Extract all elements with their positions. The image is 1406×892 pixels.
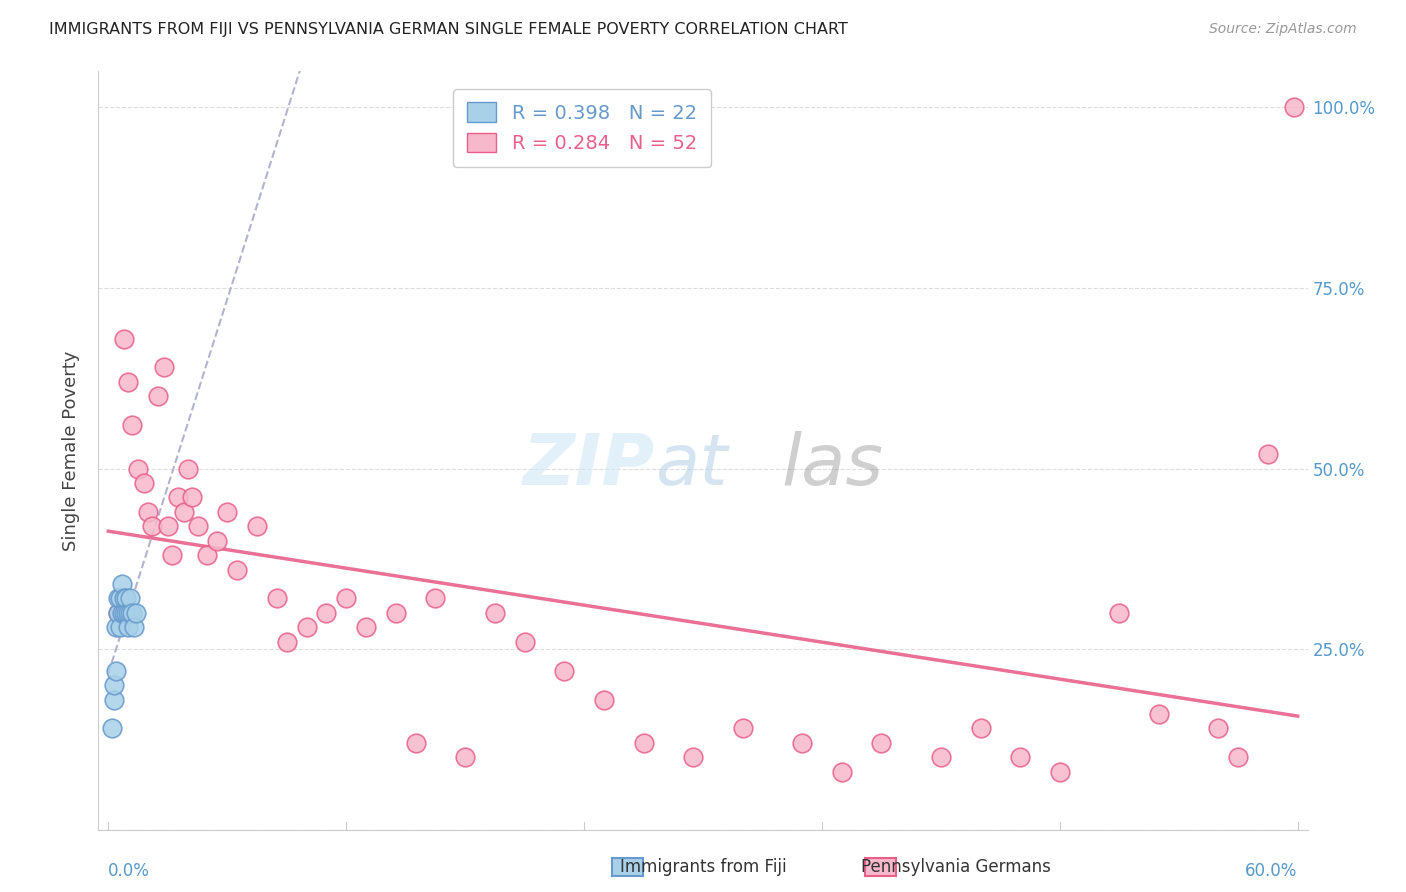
- Point: [831, 764, 853, 779]
- Point: [790, 736, 813, 750]
- Point: [125, 606, 148, 620]
- Point: [117, 606, 139, 620]
- Point: [121, 418, 143, 433]
- Point: [160, 548, 183, 562]
- Y-axis label: Single Female Poverty: Single Female Poverty: [62, 351, 80, 550]
- Point: [513, 635, 536, 649]
- Point: [146, 389, 169, 403]
- Point: [101, 722, 124, 736]
- Point: [1282, 100, 1305, 114]
- Point: [117, 620, 139, 634]
- Point: [425, 591, 447, 606]
- Point: [295, 620, 318, 634]
- Text: IMMIGRANTS FROM FIJI VS PENNSYLVANIA GERMAN SINGLE FEMALE POVERTY CORRELATION CH: IMMIGRANTS FROM FIJI VS PENNSYLVANIA GER…: [49, 22, 848, 37]
- Point: [110, 591, 132, 606]
- Point: [120, 606, 142, 620]
- Point: [153, 360, 176, 375]
- Point: [111, 606, 134, 620]
- Point: [633, 736, 655, 750]
- Point: [246, 519, 269, 533]
- Text: 60.0%: 60.0%: [1246, 862, 1298, 880]
- Text: Pennsylvania Germans: Pennsylvania Germans: [860, 858, 1052, 876]
- Point: [141, 519, 163, 533]
- Point: [111, 577, 134, 591]
- Point: [156, 519, 179, 533]
- Point: [121, 606, 143, 620]
- Point: [335, 591, 357, 606]
- Point: [553, 664, 575, 678]
- Text: Source: ZipAtlas.com: Source: ZipAtlas.com: [1209, 22, 1357, 37]
- Point: [110, 620, 132, 634]
- Point: [682, 750, 704, 764]
- Point: [107, 606, 129, 620]
- Text: Immigrants from Fiji: Immigrants from Fiji: [620, 858, 786, 876]
- Text: at: at: [655, 431, 727, 500]
- Text: las: las: [782, 431, 883, 500]
- Point: [1227, 750, 1250, 764]
- Point: [315, 606, 337, 620]
- Point: [217, 505, 239, 519]
- Point: [484, 606, 506, 620]
- Point: [1147, 706, 1170, 721]
- Point: [731, 722, 754, 736]
- Point: [354, 620, 377, 634]
- Point: [1049, 764, 1071, 779]
- Point: [197, 548, 219, 562]
- Point: [166, 491, 188, 505]
- Point: [1010, 750, 1032, 764]
- Point: [969, 722, 991, 736]
- Point: [405, 736, 427, 750]
- Point: [136, 505, 159, 519]
- Point: [870, 736, 893, 750]
- Point: [929, 750, 952, 764]
- Point: [127, 461, 149, 475]
- Point: [207, 533, 229, 548]
- Point: [112, 591, 135, 606]
- Point: [105, 664, 128, 678]
- Point: [132, 475, 155, 490]
- Point: [1108, 606, 1130, 620]
- Point: [186, 519, 208, 533]
- Point: [176, 461, 198, 475]
- Point: [103, 678, 125, 692]
- Point: [112, 332, 135, 346]
- Point: [266, 591, 288, 606]
- Point: [117, 375, 139, 389]
- Point: [454, 750, 477, 764]
- Point: [107, 591, 129, 606]
- Point: [173, 505, 195, 519]
- Point: [1208, 722, 1230, 736]
- Point: [105, 620, 128, 634]
- Point: [107, 606, 129, 620]
- Point: [112, 606, 135, 620]
- Point: [115, 591, 138, 606]
- Point: [384, 606, 406, 620]
- Point: [1257, 447, 1279, 461]
- Text: 0.0%: 0.0%: [108, 862, 150, 880]
- Legend: R = 0.398   N = 22, R = 0.284   N = 52: R = 0.398 N = 22, R = 0.284 N = 52: [454, 88, 710, 167]
- Point: [226, 563, 249, 577]
- Point: [276, 635, 298, 649]
- Point: [180, 491, 202, 505]
- Point: [103, 692, 125, 706]
- Text: ZIP: ZIP: [523, 431, 655, 500]
- Point: [593, 692, 616, 706]
- Point: [120, 591, 142, 606]
- Point: [115, 606, 138, 620]
- Point: [122, 620, 145, 634]
